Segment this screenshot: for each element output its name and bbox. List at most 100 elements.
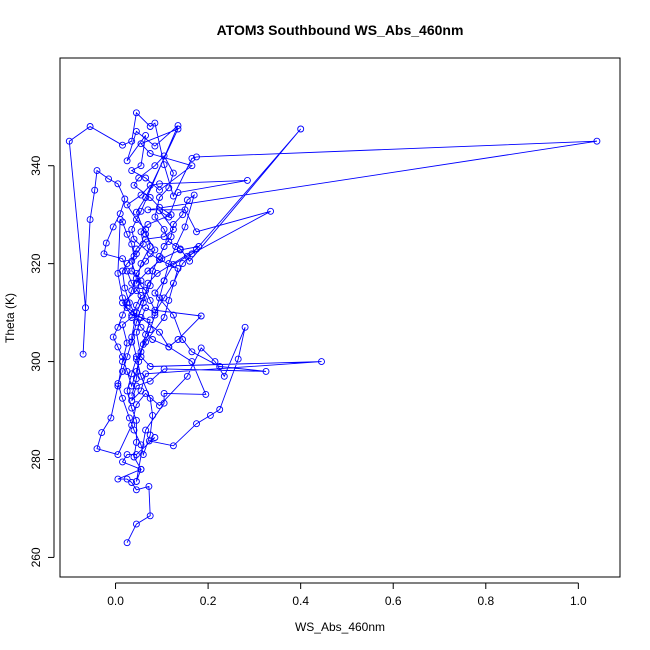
data-point <box>151 309 159 317</box>
data-point <box>169 169 177 177</box>
data-point <box>144 206 152 214</box>
data-point <box>123 157 131 165</box>
data-point <box>160 233 168 241</box>
data-point <box>82 304 89 312</box>
data-point <box>132 382 140 390</box>
x-tick-label: 0.8 <box>477 594 494 608</box>
data-point <box>137 277 145 285</box>
data-point <box>119 267 126 275</box>
data-point <box>193 245 200 253</box>
data-point <box>142 287 150 295</box>
data-point <box>128 137 136 145</box>
data-point <box>146 243 154 250</box>
data-point <box>146 394 154 402</box>
data-point <box>132 109 140 117</box>
data-point <box>128 279 136 287</box>
data-point <box>132 478 140 485</box>
data-point <box>146 326 154 334</box>
data-point <box>146 181 154 189</box>
data-point <box>139 294 147 302</box>
data-point <box>119 353 126 361</box>
data-point <box>234 355 242 363</box>
data-point <box>156 203 163 211</box>
data-point <box>593 137 601 145</box>
data-point <box>216 406 224 413</box>
data-point <box>128 287 136 295</box>
data-point <box>135 358 143 366</box>
data-point <box>128 370 136 378</box>
data-point <box>132 301 140 309</box>
data-point <box>146 363 154 370</box>
data-point <box>156 294 163 302</box>
data-point <box>128 479 136 486</box>
data-point <box>165 296 173 304</box>
data-point <box>123 267 131 275</box>
series-layer <box>65 109 601 547</box>
data-point <box>156 252 163 260</box>
data-point <box>241 323 249 331</box>
data-point <box>137 465 145 473</box>
data-point <box>243 176 251 184</box>
data-point <box>146 512 154 520</box>
data-point <box>188 162 196 170</box>
data-point <box>169 311 177 319</box>
data-point <box>165 213 173 221</box>
plot-frame <box>59 57 621 578</box>
data-point <box>179 336 187 343</box>
data-point <box>146 123 154 130</box>
data-point <box>123 353 131 361</box>
data-point <box>114 475 122 483</box>
data-point <box>146 150 154 157</box>
data-point <box>132 309 140 317</box>
data-point <box>145 482 153 490</box>
data-point <box>130 235 138 243</box>
data-point <box>130 181 138 189</box>
data-point <box>109 333 117 341</box>
data-point <box>130 453 138 461</box>
data-point <box>174 125 182 133</box>
data-point <box>123 260 131 268</box>
x-axis: 0.0 0.2 0.4 0.6 0.8 1.0 <box>107 582 587 608</box>
data-point <box>86 216 94 224</box>
data-point <box>142 194 150 201</box>
data-point <box>98 429 106 437</box>
data-point <box>156 194 163 201</box>
data-point <box>169 279 177 287</box>
data-point <box>179 260 187 268</box>
data-point <box>202 390 210 398</box>
data-point <box>123 230 131 238</box>
data-point <box>156 207 163 215</box>
data-point <box>132 520 140 528</box>
data-point <box>156 256 163 264</box>
data-point <box>297 125 305 133</box>
data-point <box>183 372 191 380</box>
data-point <box>188 358 196 366</box>
data-point <box>149 336 157 343</box>
data-point <box>174 265 182 272</box>
data-point <box>142 174 150 182</box>
data-point <box>137 348 145 356</box>
data-point <box>121 195 129 203</box>
data-point <box>165 184 173 192</box>
data-point <box>211 358 219 366</box>
data-point <box>123 201 131 209</box>
data-point <box>160 243 168 250</box>
data-point <box>151 311 159 319</box>
data-point <box>146 296 154 304</box>
data-point <box>132 127 140 135</box>
data-point <box>128 333 136 341</box>
x-tick-label: 0.2 <box>200 594 217 608</box>
data-point <box>183 196 191 204</box>
data-point <box>132 416 140 424</box>
data-point <box>114 323 122 331</box>
data-point <box>167 211 175 219</box>
data-point <box>102 239 110 247</box>
data-point <box>197 344 205 352</box>
data-point <box>160 389 168 397</box>
data-point <box>100 250 108 258</box>
x-tick-label: 1.0 <box>570 594 587 608</box>
data-point <box>135 174 143 182</box>
data-point <box>123 451 131 459</box>
data-point <box>151 213 159 221</box>
data-point <box>130 309 138 317</box>
